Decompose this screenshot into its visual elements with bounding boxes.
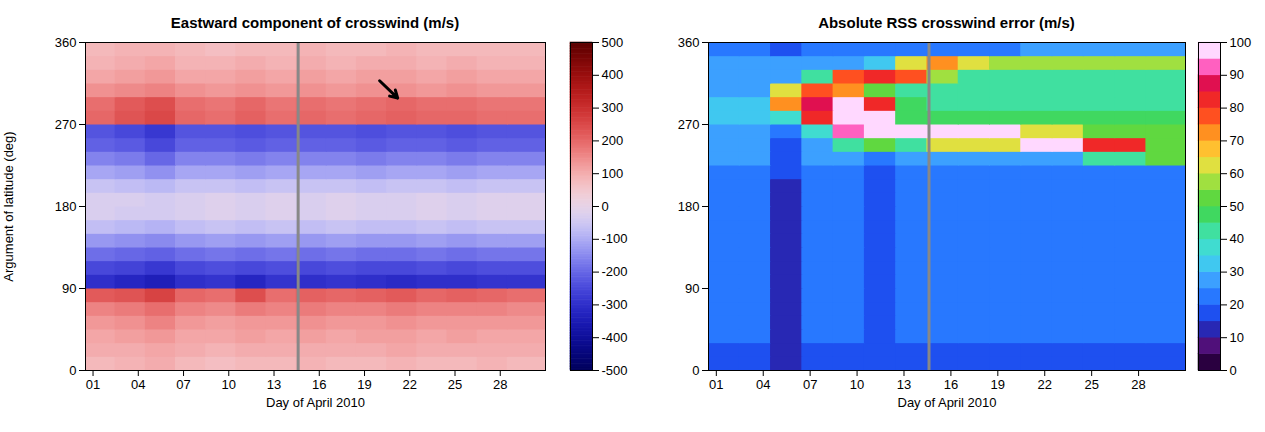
svg-text:270: 270 [55,117,77,132]
svg-text:28: 28 [493,377,507,392]
svg-text:80: 80 [1230,100,1244,115]
svg-text:19: 19 [357,377,371,392]
html-text:Absolute RSS crosswind error (: Absolute RSS crosswind error (m/s) [818,14,1075,31]
svg-text:22: 22 [1038,377,1052,392]
svg-text:40: 40 [1230,231,1244,246]
svg-text:16: 16 [944,377,958,392]
svg-text:-200: -200 [602,264,628,279]
svg-text:90: 90 [62,281,76,296]
svg-text:30: 30 [1230,264,1244,279]
svg-text:400: 400 [602,67,624,82]
svg-text:500: 500 [602,35,624,50]
svg-text:90: 90 [1230,67,1244,82]
svg-text:200: 200 [602,133,624,148]
svg-text:-300: -300 [602,297,628,312]
svg-text:90: 90 [685,281,699,296]
svg-text:19: 19 [991,377,1005,392]
svg-text:10: 10 [1230,330,1244,345]
svg-text:07: 07 [176,377,190,392]
svg-text:Argument of latitude (deg): Argument of latitude (deg) [1,131,16,281]
svg-text:50: 50 [1230,199,1244,214]
svg-text:01: 01 [86,377,100,392]
svg-text:100: 100 [602,166,624,181]
svg-text:0: 0 [1230,363,1237,378]
svg-text:270: 270 [678,117,700,132]
svg-text:22: 22 [403,377,417,392]
svg-text:13: 13 [897,377,911,392]
svg-text:180: 180 [678,199,700,214]
svg-text:300: 300 [602,100,624,115]
svg-text:70: 70 [1230,133,1244,148]
html-text:Eastward component of crosswin: Eastward component of crosswind (m/s) [170,14,460,31]
svg-text:10: 10 [222,377,236,392]
svg-text:25: 25 [448,377,462,392]
svg-text:28: 28 [1131,377,1145,392]
svg-text:20: 20 [1230,297,1244,312]
svg-text:-400: -400 [602,330,628,345]
svg-text:180: 180 [55,199,77,214]
svg-text:04: 04 [756,377,770,392]
svg-text:360: 360 [55,35,77,50]
svg-text:10: 10 [850,377,864,392]
svg-text:60: 60 [1230,166,1244,181]
svg-text:04: 04 [131,377,145,392]
svg-text:01: 01 [709,377,723,392]
svg-text:100: 100 [1230,35,1252,50]
svg-text:-500: -500 [602,363,628,378]
svg-text:0: 0 [692,363,699,378]
svg-text:Day of April 2010: Day of April 2010 [897,395,996,410]
svg-text:13: 13 [267,377,281,392]
svg-text:360: 360 [678,35,700,50]
svg-text:Day of April 2010: Day of April 2010 [266,395,365,410]
svg-text:0: 0 [602,199,609,214]
svg-text:-100: -100 [602,231,628,246]
svg-text:25: 25 [1084,377,1098,392]
svg-text:16: 16 [312,377,326,392]
svg-text:0: 0 [69,363,76,378]
svg-text:07: 07 [803,377,817,392]
